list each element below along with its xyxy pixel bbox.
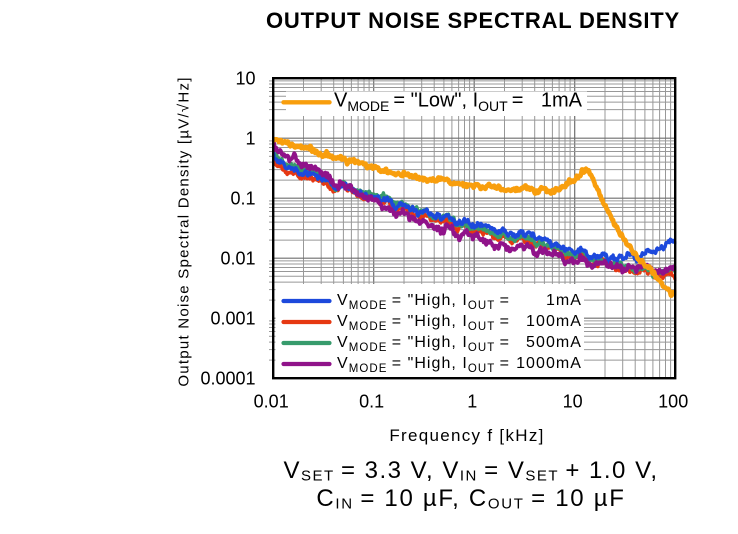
svg-text:0.01: 0.01 bbox=[220, 249, 255, 269]
svg-text:CIN = 10 µF, COUT = 10 µF: CIN = 10 µF, COUT = 10 µF bbox=[316, 485, 625, 513]
svg-text:500mA: 500mA bbox=[526, 334, 582, 351]
svg-text:0.1: 0.1 bbox=[359, 392, 384, 412]
svg-text:1: 1 bbox=[245, 129, 255, 149]
svg-text:0.01: 0.01 bbox=[254, 392, 289, 412]
svg-text:1: 1 bbox=[467, 392, 477, 412]
svg-text:10: 10 bbox=[563, 392, 583, 412]
svg-text:0.0001: 0.0001 bbox=[200, 369, 255, 389]
svg-text:Frequency f [kHz]: Frequency f [kHz] bbox=[389, 426, 544, 445]
svg-text:1mA: 1mA bbox=[541, 90, 583, 112]
svg-text:100mA: 100mA bbox=[526, 313, 582, 330]
svg-text:1mA: 1mA bbox=[546, 292, 582, 309]
svg-text:Output Noise Spectral Density: Output Noise Spectral Density [µV/√Hz] bbox=[176, 76, 193, 386]
svg-text:0.1: 0.1 bbox=[230, 189, 255, 209]
svg-text:0.001: 0.001 bbox=[210, 309, 255, 329]
svg-text:100: 100 bbox=[658, 392, 688, 412]
svg-text:1000mA: 1000mA bbox=[516, 355, 582, 372]
svg-text:10: 10 bbox=[235, 69, 255, 89]
svg-text:OUTPUT NOISE SPECTRAL DENSITY: OUTPUT NOISE SPECTRAL DENSITY bbox=[266, 8, 680, 33]
